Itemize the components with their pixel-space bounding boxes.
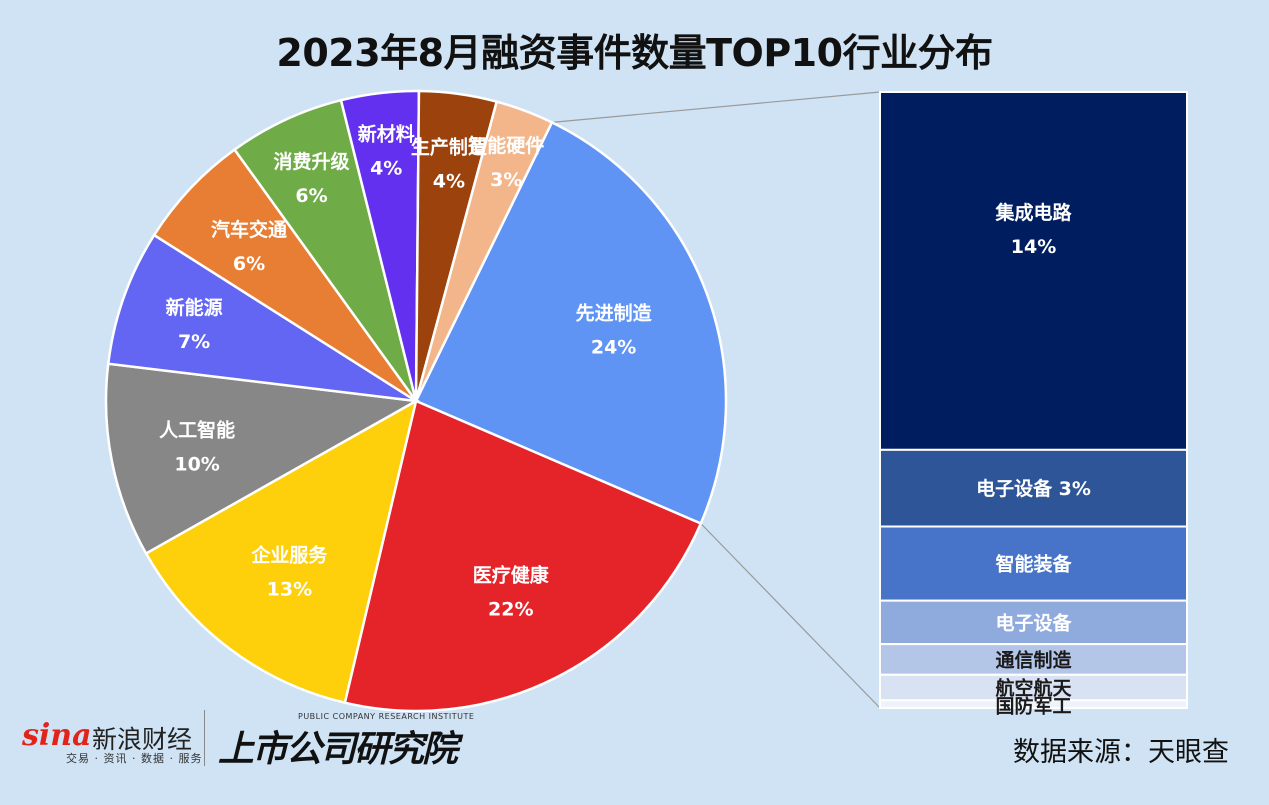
pie-value-label-3: 10% [174,454,219,476]
pie-to-bar-connectors [551,91,881,709]
pie-label-9: 智能硬件 [468,134,544,157]
bar-segment-4 [879,643,1188,676]
pie-slice-1 [343,399,703,713]
pie-value-label-7: 4% [370,158,402,180]
pie-label-2: 企业服务 [250,544,328,567]
research-institute-logo: PUBLIC COMPANY RESEARCH INSTITUTE 上市公司研究… [218,710,474,770]
sina-logo-sub: 交易 · 资讯 · 数据 · 服务 [66,752,203,765]
bar-label-3: 电子设备 [995,611,1072,634]
pie-slice-5 [152,147,418,403]
connector-top [551,91,881,123]
bar-segment-2 [879,525,1188,602]
pie-chart [104,89,728,713]
pie-value-label-8: 4% [433,170,465,192]
pie-label-0: 先进制造 [576,302,653,325]
bar-segment-6 [879,699,1188,710]
connector-bottom [700,523,881,709]
data-source: 数据来源：天眼查 [1013,737,1229,768]
pie-value-label-5: 6% [233,253,265,275]
bar-label-1: 电子设备 3% [976,477,1091,500]
sina-finance-logo: sina 新浪财经 交易 · 资讯 · 数据 · 服务 [22,712,202,765]
pie-slice-0 [414,120,728,526]
pie-labels: 先进制造 24% 医疗健康 22% 企业服务 13% 人工智能 10% 新能源 7% 汽车交通 6% 消… [159,123,653,621]
pie-value-label-4: 7% [178,331,210,353]
pie-slice-6 [232,98,418,402]
pie-label-7: 新材料 [358,123,415,146]
pie-value-label-6: 6% [295,185,327,207]
pie-label-4: 新能源 [166,296,223,319]
pie-label-5: 汽车交通 [211,218,288,241]
bar-segment-0 [879,91,1188,451]
stacked-bar-chart [879,91,1188,710]
logo-divider [204,710,205,766]
pie-value-label-9: 3% [490,169,522,191]
pie-slice-9 [414,100,554,402]
pie-label-1: 医疗健康 [473,563,550,586]
chart-title: 2023年8月融资事件数量TOP10行业分布 [276,31,993,75]
pie-slice-3 [104,362,420,556]
pie-label-6: 消费升级 [273,150,349,173]
pie-slice-2 [144,398,418,705]
sina-logo-word: sina [22,718,92,753]
pie-slice-4 [106,233,417,403]
pie-label-8: 生产制造 [411,135,488,158]
bar-segment-5 [879,673,1188,702]
bar-label-0: 集成电路 [994,201,1072,224]
bar-segment-3 [879,599,1188,646]
pie-value-label-0: 24% [591,337,636,359]
bar-label-5: 航空航天 [995,677,1072,700]
bar-value-label-0: 14% [1011,236,1056,258]
bar-label-2: 智能装备 [995,553,1072,576]
institute-logo-en: PUBLIC COMPANY RESEARCH INSTITUTE [298,712,475,721]
bar-segment-1 [879,448,1188,528]
pie-value-label-2: 13% [267,579,312,601]
pie-value-label-1: 22% [488,598,533,620]
pie-label-3: 人工智能 [159,419,235,442]
institute-logo-cn: 上市公司研究院 [218,728,458,770]
bar-label-6: 国防军工 [995,694,1071,717]
sina-logo-cn: 新浪财经 [92,725,193,754]
bar-label-4: 通信制造 [995,648,1072,671]
